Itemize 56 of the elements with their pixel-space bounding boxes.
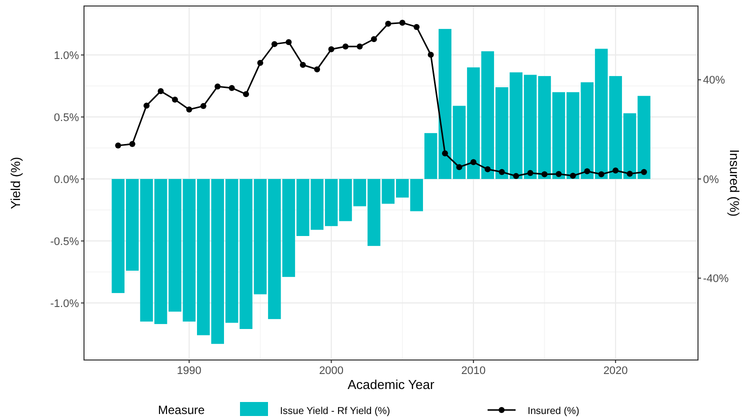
point: [470, 159, 476, 166]
point: [370, 36, 377, 42]
point: [328, 46, 334, 52]
point: [484, 166, 491, 172]
point: [186, 106, 192, 113]
y-tick-label: -1.0%: [50, 298, 80, 310]
y-axis-title: Yield (%): [8, 156, 23, 210]
y2-tick-label: 40%: [703, 74, 726, 87]
point: [228, 84, 235, 91]
point: [513, 172, 520, 179]
point: [385, 20, 392, 27]
point: [612, 168, 619, 174]
point: [598, 171, 604, 178]
point: [214, 83, 221, 90]
legend-label: Insured (%): [528, 406, 580, 417]
point: [570, 172, 576, 179]
point: [428, 52, 434, 58]
point: [200, 103, 206, 110]
x-axis-title: Academic Year: [348, 377, 436, 392]
point: [158, 88, 164, 94]
point: [342, 44, 349, 50]
point: [300, 62, 306, 68]
y2-tick-label: 0%: [703, 174, 720, 186]
y-tick-label: 0.0%: [54, 174, 80, 186]
point: [542, 171, 548, 178]
point: [456, 164, 462, 170]
y2-tick-label: -40%: [703, 273, 729, 286]
point: [498, 169, 505, 176]
y-tick-label: 0.5%: [54, 112, 80, 124]
x-tick-label: 2020: [603, 365, 628, 377]
point: [314, 66, 320, 72]
point: [584, 168, 590, 174]
y-tick-label: -0.5%: [50, 236, 80, 248]
point: [640, 169, 647, 176]
point: [129, 141, 136, 148]
point: [172, 96, 178, 103]
x-tick-label: 2010: [461, 365, 486, 377]
point: [527, 170, 534, 176]
point: [144, 102, 150, 109]
legend-title: Measure: [158, 403, 206, 417]
point: [115, 142, 122, 148]
legend-label: Issue Yield - Rf Yield (%): [280, 406, 390, 417]
point: [556, 171, 562, 178]
y2-axis-title: Insured (%): [727, 149, 742, 217]
point: [356, 44, 363, 50]
x-tick-label: 1990: [176, 365, 202, 377]
x-tick-label: 2000: [319, 365, 344, 377]
point: [626, 170, 633, 177]
point: [442, 150, 448, 156]
point: [414, 24, 420, 30]
point: [286, 39, 292, 46]
point: [243, 91, 250, 98]
point: [257, 60, 264, 66]
point: [271, 41, 278, 48]
point: [399, 20, 406, 26]
y-tick-label: 1.0%: [54, 50, 80, 62]
